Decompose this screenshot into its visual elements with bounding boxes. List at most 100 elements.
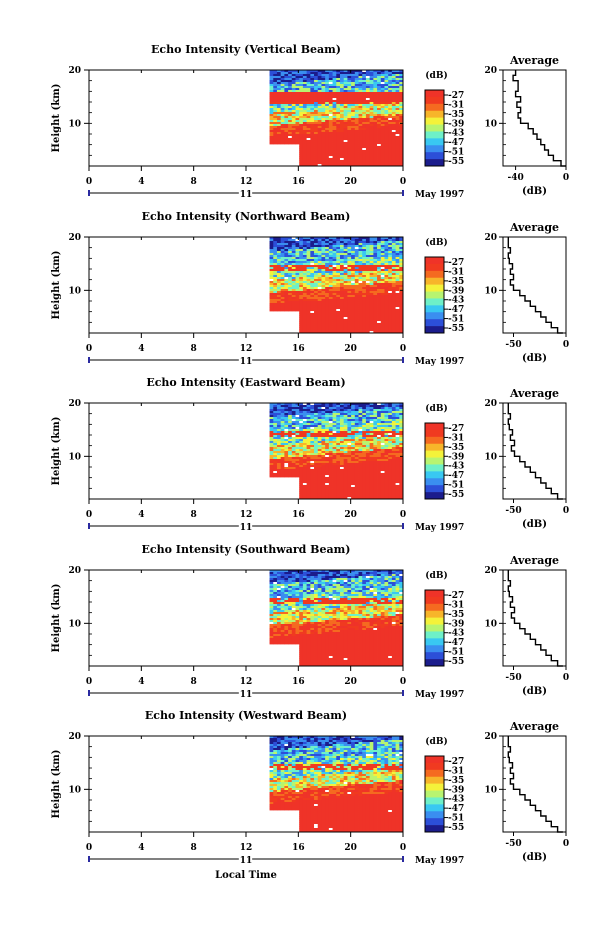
heatmap-cell [399,247,404,250]
heatmap-cell [306,144,311,147]
heatmap-cell [369,269,374,272]
heatmap-cell [273,289,278,292]
heatmap-cell [317,156,322,159]
heatmap-cell [310,311,315,314]
heatmap-cell [395,86,400,89]
heatmap-cell [325,239,330,242]
heatmap-cell [395,443,400,446]
heatmap-cell [325,160,330,163]
heatmap-cell [377,445,382,448]
heatmap-cell [380,301,385,304]
heatmap-cell [321,489,326,492]
colorbar-label: -39 [448,286,464,296]
heatmap-cell [306,323,311,326]
heatmap-cell [276,128,282,131]
heatmap-cell [399,138,404,141]
heatmap-cell [317,309,322,312]
heatmap-cell [273,413,278,416]
heatmap-cell [362,443,367,446]
heatmap-cell [336,128,341,131]
heatmap-cell [336,301,341,304]
heatmap-cell [351,439,356,442]
heatmap-cell [395,429,400,432]
heatmap-cell [373,431,378,434]
heatmap-cell [399,279,404,282]
heatmap-cell [339,120,345,123]
heatmap-cell [273,72,278,75]
heatmap-cell [325,245,330,248]
heatmap-cell [269,303,274,306]
heatmap-cell [380,303,385,306]
heatmap-cell [273,251,278,254]
heatmap-cell [339,451,345,454]
heatmap-cell [332,255,337,258]
heatmap-cell [395,315,400,318]
heatmap-cell [343,122,348,125]
heatmap-cell [276,138,282,141]
heatmap-cell [358,331,363,334]
heatmap-cell [384,435,389,438]
heatmap-cell [369,309,374,312]
heatmap-cell [377,279,382,282]
heatmap-cell [395,405,400,408]
heatmap-cell [384,90,389,93]
heatmap-cell [384,82,389,85]
heatmap-cell [399,104,404,107]
heatmap-cell [399,471,404,474]
heatmap-cell [391,311,396,314]
heatmap-cell [310,275,315,278]
heatmap-cell [388,301,393,304]
heatmap-cell [347,295,352,298]
heatmap-cell [299,261,304,264]
heatmap-cell [332,449,337,452]
heatmap-cell [295,237,300,240]
heatmap-cell [310,138,315,141]
heatmap-cell [377,136,382,139]
heatmap-cell [354,443,359,446]
heatmap-cell [369,323,374,326]
heatmap-cell [351,413,356,416]
heatmap-cell [306,425,311,428]
heatmap-cell [369,160,374,163]
heatmap-cell [384,441,389,444]
heatmap-cell [362,303,367,306]
heatmap-cell [358,126,363,129]
heatmap-cell [395,403,400,406]
heatmap-cell [358,453,363,456]
heatmap-cell [273,275,278,278]
heatmap-cell [299,431,304,434]
heatmap-cell [295,455,300,458]
heatmap-cell [317,487,322,490]
heatmap-cell [351,331,356,334]
heatmap-cell [302,142,308,145]
heatmap-cell [273,92,278,95]
heatmap-cell [373,317,378,320]
heatmap-cell [351,146,356,149]
heatmap-cell [302,126,308,129]
heatmap-cell [336,88,341,91]
heatmap-cell [328,289,333,292]
chart-title: Echo Intensity (Northward Beam) [142,210,351,223]
heatmap-cell [328,158,333,161]
heatmap-cell [384,297,389,300]
heatmap-cell [299,331,304,334]
heatmap-cell [358,447,363,450]
heatmap-cell [328,128,333,131]
heatmap-cell [399,485,404,488]
heatmap-cell [280,84,285,87]
heatmap-cell [399,451,404,454]
heatmap-cell [384,132,389,135]
heatmap-cell [325,106,330,109]
heatmap-cell [399,421,404,424]
heatmap-cell [299,283,304,286]
heatmap-cell [362,421,367,424]
heatmap-cell [321,249,326,252]
heatmap-cell [351,130,356,133]
heatmap-cell [399,70,404,73]
heatmap-cell [362,245,367,248]
heatmap-cell [336,331,341,334]
heatmap-cell [317,407,322,410]
heatmap-cell [369,429,374,432]
heatmap-cell [388,425,393,428]
heatmap-cell [306,162,311,165]
